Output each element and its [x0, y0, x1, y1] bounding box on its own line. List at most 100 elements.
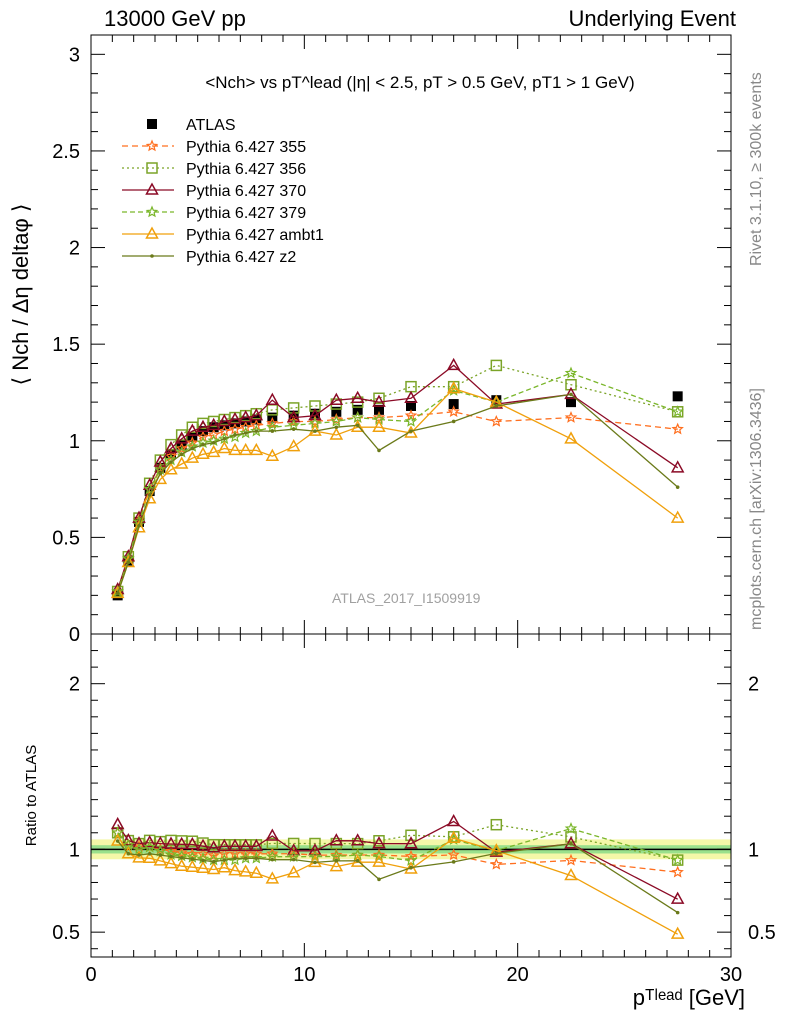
- series-line-pythia-6-427-370: [117, 364, 679, 590]
- ratio-point-pythia-6-427-355: [490, 857, 503, 870]
- ratio-point-pythia-6-427-356: [373, 835, 385, 847]
- plot-title: <Nch> vs pT^lead (|η| < 2.5, pT > 0.5 Ge…: [205, 73, 634, 92]
- ratio-point-pythia-6-427-z2: [137, 853, 141, 857]
- point-pythia-6-427-ambt1: [185, 450, 200, 463]
- point-pythia-6-427-z2: [169, 460, 173, 464]
- point-pythia-6-427-370: [564, 386, 578, 400]
- ratio-point-pythia-6-427-370: [404, 836, 418, 849]
- point-pythia-6-427-ambt1: [329, 427, 344, 440]
- ratio-point-pythia-6-427-355: [207, 848, 220, 861]
- ratio-point-pythia-6-427-355: [330, 848, 343, 861]
- point-pythia-6-427-z2: [291, 427, 296, 431]
- ratio-point-pythia-6-427-370: [121, 833, 136, 846]
- point-pythia-6-427-z2: [355, 423, 360, 428]
- ratio-y-tick-label-right: 1: [748, 839, 759, 861]
- point-pythia-6-427-ambt1: [350, 419, 365, 432]
- ratio-point-pythia-6-427-z2: [126, 851, 131, 856]
- ratio-y-tick-label: 0.5: [52, 922, 80, 944]
- ratio-point-pythia-6-427-370: [132, 836, 146, 849]
- point-pythia-6-427-z2: [334, 425, 339, 430]
- ratio-point-pythia-6-427-356: [309, 837, 321, 850]
- point-pythia-6-427-z2: [137, 523, 141, 528]
- point-pythia-6-427-ambt1: [110, 585, 125, 599]
- y-tick-label: 0: [69, 624, 80, 646]
- point-pythia-6-427-ambt1: [164, 462, 178, 475]
- legend-label-pythia-6-427-379: Pythia 6.427 379: [186, 205, 306, 222]
- point-pythia-6-427-ambt1: [446, 381, 461, 394]
- ratio-point-pythia-6-427-z2: [233, 856, 237, 861]
- x-tick-label: 20: [507, 964, 529, 986]
- header-right: Underlying Event: [568, 6, 736, 31]
- point-pythia-6-427-z2: [270, 429, 275, 433]
- ratio-point-pythia-6-427-z2: [291, 857, 296, 862]
- ratio-point-pythia-6-427-ambt1: [670, 926, 685, 939]
- point-pythia-6-427-370: [265, 392, 280, 405]
- ratio-line-pythia-6-427-370: [117, 820, 678, 900]
- ratio-point-pythia-6-427-356: [266, 837, 279, 850]
- point-pythia-6-427-ambt1: [265, 448, 280, 461]
- point-pythia-6-427-ambt1: [206, 444, 221, 458]
- ratio-point-pythia-6-427-ambt1: [174, 858, 189, 871]
- point-pythia-6-427-z2: [313, 429, 317, 433]
- point-atlas: [672, 391, 683, 402]
- header-left: 13000 GeV pp: [104, 6, 246, 31]
- point-pythia-6-427-356: [490, 359, 503, 372]
- rivet-label: Rivet 3.1.10, ≥ 300k events: [748, 72, 765, 266]
- point-pythia-6-427-z2: [254, 429, 259, 433]
- ratio-point-pythia-6-427-ambt1: [110, 833, 125, 846]
- y-tick-label: 0.5: [52, 527, 80, 549]
- legend-label-pythia-6-427-ambt1: Pythia 6.427 ambt1: [186, 227, 324, 244]
- point-pythia-6-427-ambt1: [174, 456, 189, 469]
- point-pythia-6-427-355: [287, 414, 300, 427]
- ratio-point-pythia-6-427-370: [164, 836, 178, 849]
- point-pythia-6-427-370: [164, 440, 178, 454]
- point-pythia-6-427-z2: [190, 446, 195, 451]
- ratio-point-pythia-6-427-z2: [334, 859, 339, 863]
- point-pythia-6-427-370: [217, 413, 232, 427]
- ratio-point-pythia-6-427-356: [287, 837, 300, 850]
- ratio-point-pythia-6-427-370: [670, 891, 685, 904]
- ratio-point-pythia-6-427-356: [565, 831, 577, 843]
- point-pythia-6-427-370: [185, 423, 200, 436]
- ratio-point-pythia-6-427-370: [308, 843, 322, 856]
- ratio-point-pythia-6-427-z2: [211, 859, 216, 864]
- ratio-point-pythia-6-427-ambt1: [206, 861, 221, 875]
- point-pythia-6-427-ambt1: [196, 446, 210, 460]
- ratio-point-pythia-6-427-370: [286, 843, 301, 856]
- point-atlas: [112, 590, 123, 601]
- ratio-point-pythia-6-427-z2: [313, 860, 317, 865]
- legend-label-pythia-6-427-z2: Pythia 6.427 z2: [186, 249, 296, 266]
- point-atlas: [448, 399, 459, 410]
- series-line-pythia-6-427-ambt1: [117, 387, 679, 594]
- point-atlas: [566, 397, 576, 408]
- ratio-point-pythia-6-427-370: [185, 836, 200, 850]
- point-atlas: [352, 404, 363, 415]
- x-tick-label: 10: [293, 964, 315, 986]
- ratio-point-pythia-6-427-370: [217, 838, 232, 852]
- ratio-point-pythia-6-427-370: [196, 838, 210, 851]
- ratio-point-pythia-6-427-370: [564, 836, 578, 849]
- point-pythia-6-427-ambt1: [142, 491, 157, 504]
- ratio-point-pythia-6-427-355: [447, 848, 460, 861]
- main-series-group: [110, 357, 685, 601]
- point-pythia-6-427-370: [372, 394, 386, 407]
- ratio-point-pythia-6-427-356: [490, 818, 503, 831]
- ratio-y-axis-label: Ratio to ATLAS: [23, 745, 40, 846]
- ratio-point-pythia-6-427-370: [249, 838, 264, 852]
- ratio-point-pythia-6-427-379: [250, 851, 263, 864]
- point-pythia-6-427-370: [670, 460, 685, 473]
- legend-label-pythia-6-427-370: Pythia 6.427 370: [186, 183, 306, 200]
- point-pythia-6-427-z2: [233, 433, 237, 437]
- point-pythia-6-427-379: [564, 366, 578, 379]
- ratio-point-pythia-6-427-ambt1: [286, 865, 301, 878]
- point-pythia-6-427-379: [671, 405, 684, 418]
- ratio-point-pythia-6-427-370: [238, 838, 253, 852]
- point-pythia-6-427-z2: [126, 560, 131, 565]
- ratio-line-pythia-6-427-356: [117, 824, 678, 861]
- ratio-point-pythia-6-427-ambt1: [446, 830, 461, 843]
- legend-marker-pythia-6-427-356: [146, 162, 158, 174]
- ratio-point-pythia-6-427-ambt1: [564, 868, 578, 881]
- legend-marker-pythia-6-427-355: [145, 139, 159, 152]
- ratio-point-pythia-6-427-355: [404, 849, 418, 862]
